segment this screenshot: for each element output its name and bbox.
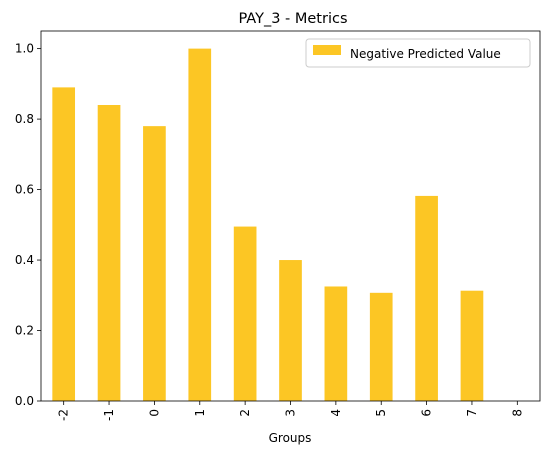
bar--1 bbox=[97, 105, 121, 401]
axes: 0.0 0.2 0.4 0.6 0.8 1.0 -2 -1 0 1 2 3 4 5 6 7 8 bbox=[15, 30, 541, 421]
x-tick-label: 6 bbox=[420, 409, 434, 417]
x-axis-title: Groups bbox=[269, 431, 312, 445]
x-tick-label: 8 bbox=[510, 409, 524, 417]
x-tick-label: -1 bbox=[102, 409, 116, 421]
x-tick-label: 1 bbox=[193, 409, 207, 417]
bar-2 bbox=[233, 226, 257, 401]
x-tick-label: 4 bbox=[329, 409, 343, 417]
bar-3 bbox=[279, 260, 302, 401]
x-tick-label: 7 bbox=[465, 409, 479, 417]
y-tick-label: 0.8 bbox=[15, 112, 34, 126]
legend-frame bbox=[305, 38, 531, 68]
legend-label: Negative Predicted Value bbox=[350, 47, 501, 61]
y-tick-label: 1.0 bbox=[15, 42, 34, 56]
x-tick-label: 2 bbox=[238, 409, 252, 417]
x-tick-label: 3 bbox=[284, 409, 298, 417]
x-tick-label: -2 bbox=[57, 409, 71, 421]
bar-6 bbox=[415, 195, 438, 401]
x-tick-label: 5 bbox=[374, 409, 388, 417]
bar-4 bbox=[324, 286, 348, 401]
y-tick-label: 0.2 bbox=[15, 324, 34, 338]
y-tick-label: 0.6 bbox=[15, 183, 34, 197]
legend-swatch bbox=[313, 45, 341, 55]
bar-5 bbox=[369, 292, 393, 401]
bar-group bbox=[52, 48, 484, 402]
x-tick-label: 0 bbox=[147, 409, 161, 417]
bar-7 bbox=[460, 290, 484, 401]
bar--2 bbox=[52, 87, 76, 401]
legend: Negative Predicted Value bbox=[305, 38, 531, 68]
y-tick-label: 0.4 bbox=[15, 253, 34, 267]
chart-title: PAY_3 - Metrics bbox=[238, 11, 347, 27]
y-tick-label: 0.0 bbox=[15, 394, 34, 408]
bar-1 bbox=[188, 48, 212, 401]
bar-0 bbox=[143, 126, 166, 402]
